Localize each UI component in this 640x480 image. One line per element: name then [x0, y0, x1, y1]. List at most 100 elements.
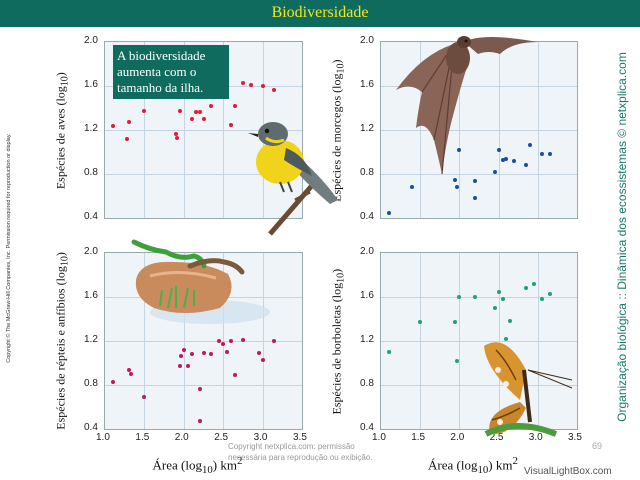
- grid-line-horizontal: [381, 86, 577, 87]
- y-tick-label: 0.8: [84, 378, 98, 389]
- data-point: [189, 117, 194, 121]
- grid-line-horizontal: [381, 174, 577, 175]
- data-point: [142, 395, 147, 400]
- x-tick-label: 3.0: [253, 432, 268, 443]
- x-tick-label: 2.0: [450, 432, 465, 443]
- data-point: [175, 135, 180, 140]
- y-tick-label: 1.6: [84, 79, 98, 90]
- data-point: [453, 177, 458, 182]
- y-tick-label: 1.2: [360, 123, 374, 134]
- x-tick-label: 2.5: [214, 432, 229, 443]
- data-point: [197, 387, 202, 392]
- right-side-text: Organização biológica :: Dinâmica dos ec…: [615, 52, 629, 422]
- data-point: [473, 295, 478, 299]
- data-point: [539, 297, 544, 302]
- data-point: [492, 169, 497, 174]
- footer-copyright: Copyright netxplica.com: permissão neces…: [228, 441, 428, 463]
- lizard-on-rock-illustration: [131, 239, 270, 324]
- data-point: [524, 163, 529, 168]
- y-tick-label: 2.0: [360, 246, 374, 257]
- data-point: [209, 103, 214, 108]
- data-point: [512, 158, 517, 163]
- butterfly-illustration: [484, 342, 573, 437]
- page-number: 69: [592, 441, 603, 451]
- copyright-side-note: Copyright © The McGraw-Hill Companies, I…: [4, 120, 14, 380]
- grid-line-horizontal: [105, 130, 302, 131]
- data-point: [233, 373, 238, 378]
- data-point: [189, 352, 194, 357]
- data-point: [217, 339, 222, 343]
- x-tick-label: 2.5: [489, 432, 504, 443]
- y-tick-label: 2.0: [84, 246, 98, 257]
- bat-illustration: [396, 36, 538, 175]
- y-tick-label: 0.4: [360, 422, 374, 433]
- grid-line-horizontal: [381, 297, 577, 298]
- copyright-text: Copyright © The McGraw-Hill Companies, I…: [6, 133, 12, 363]
- data-point: [248, 82, 253, 87]
- data-point: [410, 185, 415, 190]
- y-tick-label: 0.4: [84, 422, 98, 433]
- data-point: [181, 347, 186, 352]
- data-point: [418, 320, 423, 325]
- data-point: [126, 120, 131, 125]
- data-point: [508, 319, 513, 324]
- x-tick-label: 1.0: [96, 432, 110, 443]
- x-tick-label: 3.5: [568, 432, 582, 443]
- chart-butterflies: [380, 252, 578, 430]
- y-tick-label: 1.6: [84, 290, 98, 301]
- y-tick-label: 0.8: [360, 167, 374, 178]
- data-point: [110, 379, 115, 384]
- data-point: [504, 156, 509, 161]
- data-point: [197, 110, 202, 115]
- y-axis-label: Espécies de répteis e anfíbios (log10): [53, 252, 71, 430]
- data-point: [539, 152, 544, 157]
- data-point: [457, 295, 462, 299]
- grid-line-horizontal: [381, 130, 577, 131]
- data-point: [173, 132, 178, 137]
- data-point: [201, 351, 206, 356]
- y-tick-label: 1.6: [360, 79, 374, 90]
- data-point: [386, 350, 391, 354]
- data-point: [547, 152, 552, 157]
- data-point: [256, 351, 261, 356]
- data-point: [473, 196, 478, 201]
- data-point: [500, 297, 505, 302]
- data-point: [496, 147, 501, 152]
- y-tick-label: 0.4: [360, 211, 374, 222]
- data-point: [527, 143, 532, 148]
- data-point: [524, 286, 529, 291]
- data-point: [453, 320, 458, 325]
- y-tick-label: 1.2: [84, 123, 98, 134]
- data-point: [272, 339, 277, 343]
- data-point: [201, 117, 206, 121]
- data-point: [179, 354, 184, 359]
- y-tick-label: 0.4: [84, 211, 98, 222]
- x-tick-label: 1.5: [135, 432, 150, 443]
- y-tick-label: 0.8: [360, 378, 374, 389]
- data-point: [221, 342, 226, 347]
- data-point: [500, 157, 505, 162]
- x-axis-label: Área (log10) km2: [152, 455, 243, 476]
- data-point: [504, 336, 509, 341]
- y-tick-label: 2.0: [360, 35, 374, 46]
- data-point: [233, 103, 238, 108]
- data-point: [473, 178, 478, 183]
- data-point: [177, 364, 182, 369]
- y-axis-label: Espécies de borboletas (log10): [329, 268, 347, 415]
- data-point: [197, 419, 202, 424]
- x-axis-label: Área (log10) km2: [428, 455, 518, 476]
- y-tick-label: 0.8: [84, 167, 98, 178]
- y-axis-label: Espécies de aves (log10): [53, 72, 71, 190]
- watermark: VisualLightBox.com: [524, 466, 612, 477]
- data-point: [229, 339, 234, 343]
- x-tick-label: 1.5: [411, 432, 426, 443]
- x-tick-label: 1.0: [372, 432, 386, 443]
- data-point: [455, 185, 460, 190]
- data-point: [455, 358, 460, 363]
- grid-line-horizontal: [105, 385, 302, 386]
- y-tick-label: 1.6: [360, 290, 374, 301]
- y-tick-label: 2.0: [84, 35, 98, 46]
- data-point: [531, 281, 536, 286]
- data-point: [142, 109, 147, 114]
- data-point: [209, 352, 214, 357]
